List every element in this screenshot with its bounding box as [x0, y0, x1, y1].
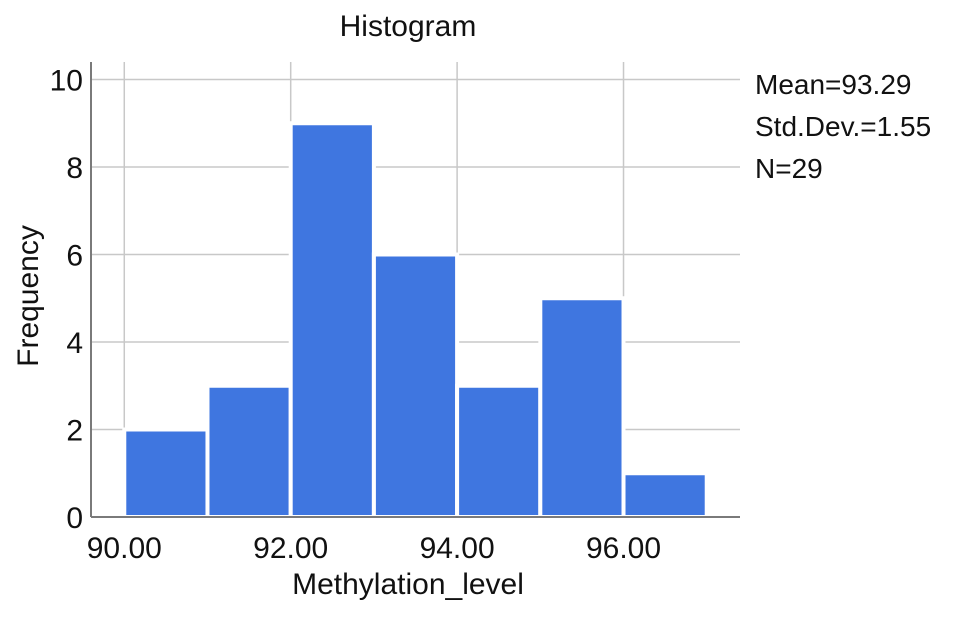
y-tick-label: 2 [66, 415, 83, 448]
stats-line: Mean=93.29 [755, 69, 911, 100]
y-tick-label: 6 [66, 240, 83, 273]
y-tick-label: 10 [50, 65, 83, 98]
y-tick-label: 8 [66, 152, 83, 185]
histogram-bar [621, 471, 709, 519]
x-axis-label: Methylation_level [292, 568, 524, 601]
histogram-bar [371, 252, 460, 519]
histogram-bar [205, 383, 293, 519]
y-tick-label: 0 [66, 502, 83, 535]
stats-box: Mean=93.29 Std.Dev.=1.55 N=29 [755, 69, 931, 184]
x-tick-label: 92.00 [253, 532, 328, 565]
histogram-bar [288, 121, 376, 519]
x-tick-label: 90.00 [87, 532, 162, 565]
axes [90, 62, 740, 518]
y-tick-label: 4 [66, 327, 83, 360]
histogram-bars [122, 121, 709, 519]
histogram-bar [122, 427, 210, 519]
x-tick-labels: 90.00 92.00 94.00 96.00 [87, 532, 661, 565]
x-tick-label: 96.00 [586, 532, 661, 565]
stats-line: N=29 [755, 153, 823, 184]
stats-line: Std.Dev.=1.55 [755, 111, 931, 142]
histogram-bar [455, 383, 543, 519]
chart-title: Histogram [340, 10, 477, 43]
y-axis-label: Frequency [12, 225, 45, 367]
x-tick-label: 94.00 [420, 532, 495, 565]
y-tick-labels: 0 2 4 6 8 10 [50, 65, 83, 536]
histogram-bar [538, 296, 626, 519]
